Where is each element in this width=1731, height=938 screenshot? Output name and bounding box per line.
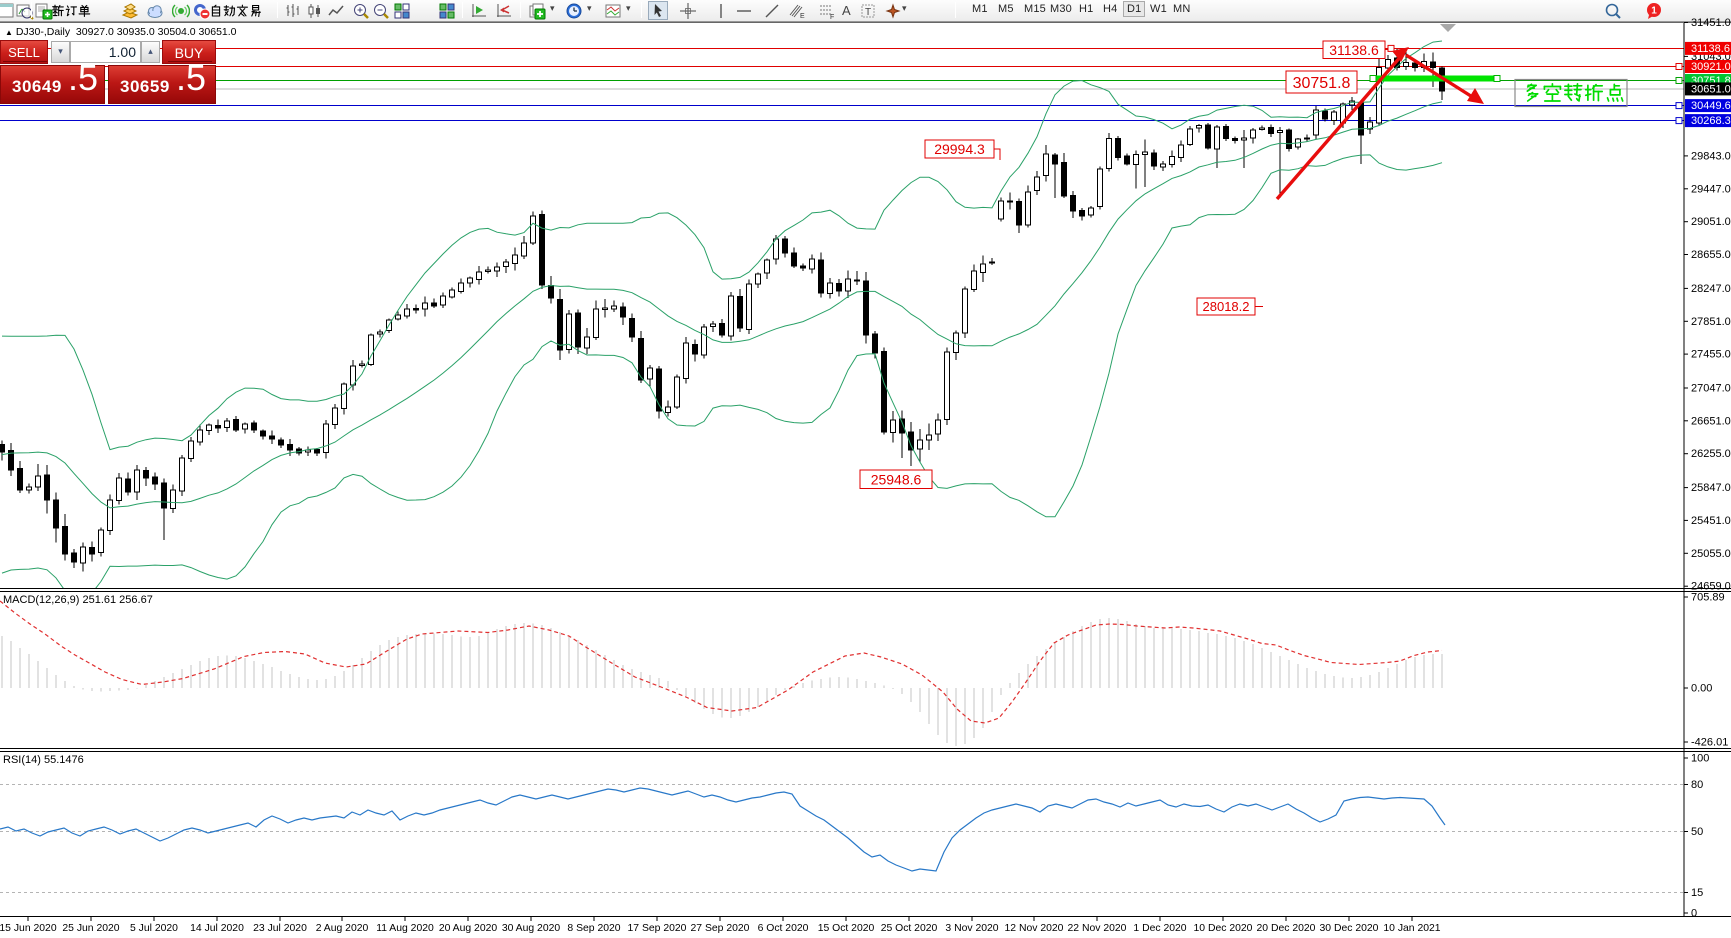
- svg-text:23 Jul 2020: 23 Jul 2020: [253, 923, 307, 934]
- svg-text:27 Sep 2020: 27 Sep 2020: [691, 923, 750, 934]
- svg-text:3 Nov 2020: 3 Nov 2020: [945, 923, 998, 934]
- svg-text:2 Aug 2020: 2 Aug 2020: [316, 923, 369, 934]
- svg-text:15 Jun 2020: 15 Jun 2020: [0, 923, 57, 934]
- svg-text:29447.0: 29447.0: [1691, 183, 1731, 195]
- svg-text:25055.0: 25055.0: [1691, 548, 1731, 560]
- svg-text:10 Jan 2021: 10 Jan 2021: [1383, 923, 1440, 934]
- svg-text:30 Aug 2020: 30 Aug 2020: [502, 923, 561, 934]
- svg-text:50: 50: [1691, 826, 1703, 838]
- svg-text:F: F: [830, 14, 834, 20]
- svg-text:100: 100: [1691, 753, 1709, 765]
- svg-text:11 Aug 2020: 11 Aug 2020: [376, 923, 434, 934]
- svg-text:31451.0: 31451.0: [1691, 17, 1731, 29]
- svg-text:0.00: 0.00: [1691, 683, 1712, 695]
- svg-text:28247.0: 28247.0: [1691, 283, 1731, 295]
- svg-text:28655.0: 28655.0: [1691, 249, 1731, 261]
- svg-text:14 Jul 2020: 14 Jul 2020: [190, 923, 244, 934]
- svg-text:29994.3: 29994.3: [934, 141, 985, 157]
- svg-text:6 Oct 2020: 6 Oct 2020: [758, 923, 809, 934]
- svg-text:30921.0: 30921.0: [1691, 61, 1731, 73]
- svg-text:25 Jun 2020: 25 Jun 2020: [62, 923, 119, 934]
- svg-text:28018.2: 28018.2: [1203, 299, 1250, 314]
- svg-text:29051.0: 29051.0: [1691, 216, 1731, 228]
- svg-text:17 Sep 2020: 17 Sep 2020: [628, 923, 687, 934]
- svg-text:30449.6: 30449.6: [1691, 100, 1731, 112]
- svg-text:15: 15: [1691, 887, 1703, 899]
- svg-text:8 Sep 2020: 8 Sep 2020: [567, 923, 620, 934]
- svg-text:27047.0: 27047.0: [1691, 383, 1731, 395]
- svg-text:27851.0: 27851.0: [1691, 316, 1731, 328]
- svg-text:29843.0: 29843.0: [1691, 150, 1731, 162]
- svg-text:25847.0: 25847.0: [1691, 482, 1731, 494]
- svg-text:20 Aug 2020: 20 Aug 2020: [439, 923, 498, 934]
- svg-text:E: E: [800, 13, 805, 20]
- svg-text:22 Nov 2020: 22 Nov 2020: [1068, 923, 1127, 934]
- svg-text:26651.0: 26651.0: [1691, 415, 1731, 427]
- svg-text:T: T: [865, 7, 871, 18]
- svg-text:30 Dec 2020: 30 Dec 2020: [1320, 923, 1379, 934]
- svg-text:80: 80: [1691, 779, 1703, 791]
- svg-text:5 Jul 2020: 5 Jul 2020: [130, 923, 178, 934]
- svg-text:10 Dec 2020: 10 Dec 2020: [1194, 923, 1253, 934]
- svg-text:1: 1: [1651, 6, 1657, 17]
- svg-text:20 Dec 2020: 20 Dec 2020: [1257, 923, 1316, 934]
- svg-text:24659.0: 24659.0: [1691, 581, 1731, 593]
- svg-text:25 Oct 2020: 25 Oct 2020: [881, 923, 938, 934]
- svg-text:31138.6: 31138.6: [1691, 43, 1730, 55]
- svg-text:31138.6: 31138.6: [1329, 42, 1379, 58]
- svg-text:705.89: 705.89: [1691, 592, 1725, 604]
- svg-text:30751.8: 30751.8: [1293, 75, 1351, 92]
- svg-text:27455.0: 27455.0: [1691, 349, 1731, 361]
- svg-text:30651.0: 30651.0: [1691, 83, 1731, 95]
- svg-text:26255.0: 26255.0: [1691, 448, 1731, 460]
- svg-text:12 Nov 2020: 12 Nov 2020: [1005, 923, 1064, 934]
- svg-text:25451.0: 25451.0: [1691, 515, 1731, 527]
- svg-text:RSI(14) 55.1476: RSI(14) 55.1476: [3, 754, 84, 766]
- svg-text:25948.6: 25948.6: [871, 471, 922, 487]
- svg-text:-426.01: -426.01: [1691, 737, 1728, 749]
- svg-text:0: 0: [1691, 908, 1697, 920]
- svg-text:30268.3: 30268.3: [1691, 115, 1731, 127]
- svg-text:MACD(12,26,9) 251.61 256.67: MACD(12,26,9) 251.61 256.67: [3, 594, 153, 606]
- svg-text:1 Dec 2020: 1 Dec 2020: [1133, 923, 1186, 934]
- svg-text:15 Oct 2020: 15 Oct 2020: [818, 923, 875, 934]
